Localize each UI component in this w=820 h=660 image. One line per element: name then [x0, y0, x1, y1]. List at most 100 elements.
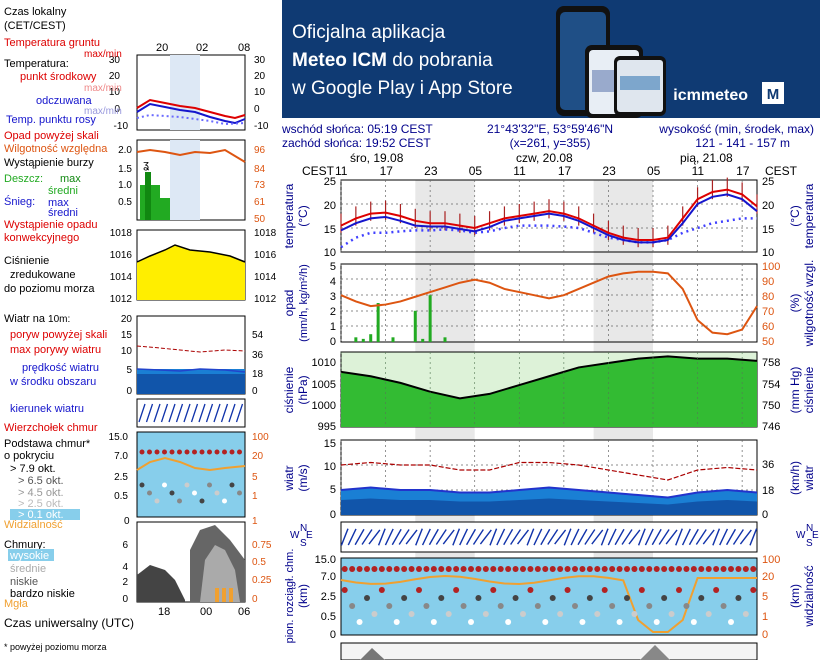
legend-temp-scale: 30 — [109, 55, 121, 66]
temp-scale-r: 20 — [762, 200, 774, 212]
legend-cloud-top-dot — [184, 449, 190, 455]
wind-arrow — [510, 529, 522, 545]
legend-vis-scale-r: 1 — [252, 516, 258, 527]
legend-cloud-base-dot — [169, 490, 175, 496]
legend-pressure-line2: zredukowane — [10, 269, 75, 281]
cloud-base-dot — [661, 595, 668, 601]
legend-cb-scale-r: 20 — [252, 451, 264, 462]
cloud-unit-l: (km) — [296, 584, 310, 608]
legend-gust-line — [136, 345, 246, 353]
cloud-top-dot — [534, 566, 541, 572]
legend-cloud-base-dot — [192, 490, 197, 496]
cloud-top-dot — [475, 566, 482, 572]
wind-label-l: wiatr — [282, 465, 296, 491]
svg-text:S: S — [806, 538, 813, 549]
cloud-label-r: widzialność — [802, 565, 816, 627]
cloud-top-dot — [742, 566, 749, 572]
legend-cloud-base-dot — [229, 482, 235, 488]
temp-range-bars — [340, 177, 758, 248]
legend-wind-area-inner — [137, 374, 245, 394]
cloud-top-dot — [349, 566, 356, 572]
timeline-hour-label: 17 — [380, 164, 394, 178]
legend-cloud-base: Podstawa chmur* — [4, 438, 91, 450]
cloud-top-dot — [572, 566, 578, 572]
legend-humidity: Wilgotność względna — [4, 143, 108, 155]
cloud-base-dot — [646, 603, 653, 609]
legend-cl-scale: 6 — [122, 540, 128, 551]
legend-cloud-top-dot — [214, 449, 220, 455]
legend-wind-scale: 15 — [121, 330, 133, 341]
timeline-day: śro, 19.08 — [350, 151, 404, 165]
cloud-base-dot — [416, 587, 422, 593]
timeline-hour-label: 11 — [335, 164, 348, 178]
wind-arrow — [465, 528, 477, 546]
cloud-top-dot — [393, 566, 400, 572]
legend-wind-arrow — [220, 403, 229, 423]
legend-wind-arrows — [138, 403, 244, 423]
cloud-top-dot — [371, 566, 378, 572]
cloud-top-dot — [594, 566, 601, 572]
legend-hum-scale: 84 — [254, 164, 266, 175]
timeline-hour-label: 05 — [647, 164, 661, 178]
wind-arrow — [472, 529, 484, 545]
legend-utc-tick: 18 — [158, 606, 170, 618]
legend-fog-bar — [215, 588, 219, 602]
wind-arrow — [391, 528, 402, 546]
legend-cloud-base-dot — [147, 490, 152, 496]
timeline-hour-label: 17 — [558, 164, 572, 178]
cloud-base-dot — [356, 619, 363, 625]
legend-panel: Czas lokalny (CET/CEST) 20 02 08 30 20 1… — [4, 6, 277, 652]
cloud-base-dot — [668, 611, 675, 617]
legend-temp-scale: 20 — [109, 71, 121, 82]
temp-scale: 20 — [324, 200, 336, 212]
legend-rain-mean: średni — [48, 185, 78, 197]
wind-arrow — [347, 528, 357, 546]
legend-feels-line — [136, 102, 246, 125]
cloud-top-dot — [690, 566, 697, 572]
legend-cloud-base-dot — [214, 490, 220, 496]
cloud-base-dot — [579, 619, 586, 625]
cloud-top-dot — [512, 566, 519, 572]
wind-arrow — [547, 529, 559, 545]
cloud-base-dot — [557, 611, 564, 617]
legend-precip-above: Opad powyżej skali — [4, 130, 99, 142]
legend-time-local: Czas lokalny — [4, 6, 67, 18]
legend-soil-temp-range: max/min — [84, 49, 122, 60]
legend-press-scale: 1012 — [110, 294, 133, 305]
legend-wind-arrow — [175, 403, 184, 423]
wind-arrow — [584, 529, 596, 545]
legend-rain: Deszcz: — [4, 173, 43, 185]
cloud-label-l: pion. rozciągł. chm. — [284, 549, 296, 644]
legend-cl-scale-r: 0.5 — [252, 557, 266, 568]
timeline-hour-label: 23 — [424, 164, 438, 178]
cloud-top-dot — [676, 566, 682, 572]
info-grid: (x=261, y=355) — [510, 136, 591, 150]
compass-left: N W E S — [290, 523, 313, 549]
wind-arrow — [479, 529, 492, 545]
timeline-day: pią, 21.08 — [680, 151, 733, 165]
legend-visibility-line — [136, 456, 246, 472]
legend-wind-scale-r: 36 — [252, 350, 264, 361]
cloud-top-dot — [378, 566, 385, 572]
cloud-top-dot — [668, 566, 675, 572]
legend-pressure-line3: do poziomu morza — [4, 283, 95, 295]
press-scale: 1010 — [312, 357, 336, 369]
timeline-tz-left: CEST — [302, 164, 335, 178]
vis-scale: 5 — [762, 591, 768, 603]
cloud-top-dot — [683, 566, 690, 572]
temp-unit-l: (°C) — [296, 205, 310, 226]
cloud-base-dot — [572, 603, 578, 609]
legend-cloud-base-dot — [162, 482, 167, 488]
cloud-base-dot — [683, 603, 690, 609]
cloud-top-dot — [364, 566, 370, 572]
legend-cloud-top-dot — [229, 449, 235, 455]
cloud-top-dot — [453, 566, 460, 572]
cloud-top-dot — [609, 566, 616, 572]
legend-cloud-base-dot — [139, 482, 145, 488]
legend-precip-scale: 1.5 — [118, 164, 132, 175]
legend-cloud-base-dot — [237, 490, 242, 496]
info-height-label: wysokość (min, środek, max) — [658, 122, 814, 136]
wind-arrow — [719, 528, 729, 546]
pressure-line — [340, 355, 758, 400]
precip-unit-l: (mm/h, kg/m²/h) — [298, 264, 310, 342]
